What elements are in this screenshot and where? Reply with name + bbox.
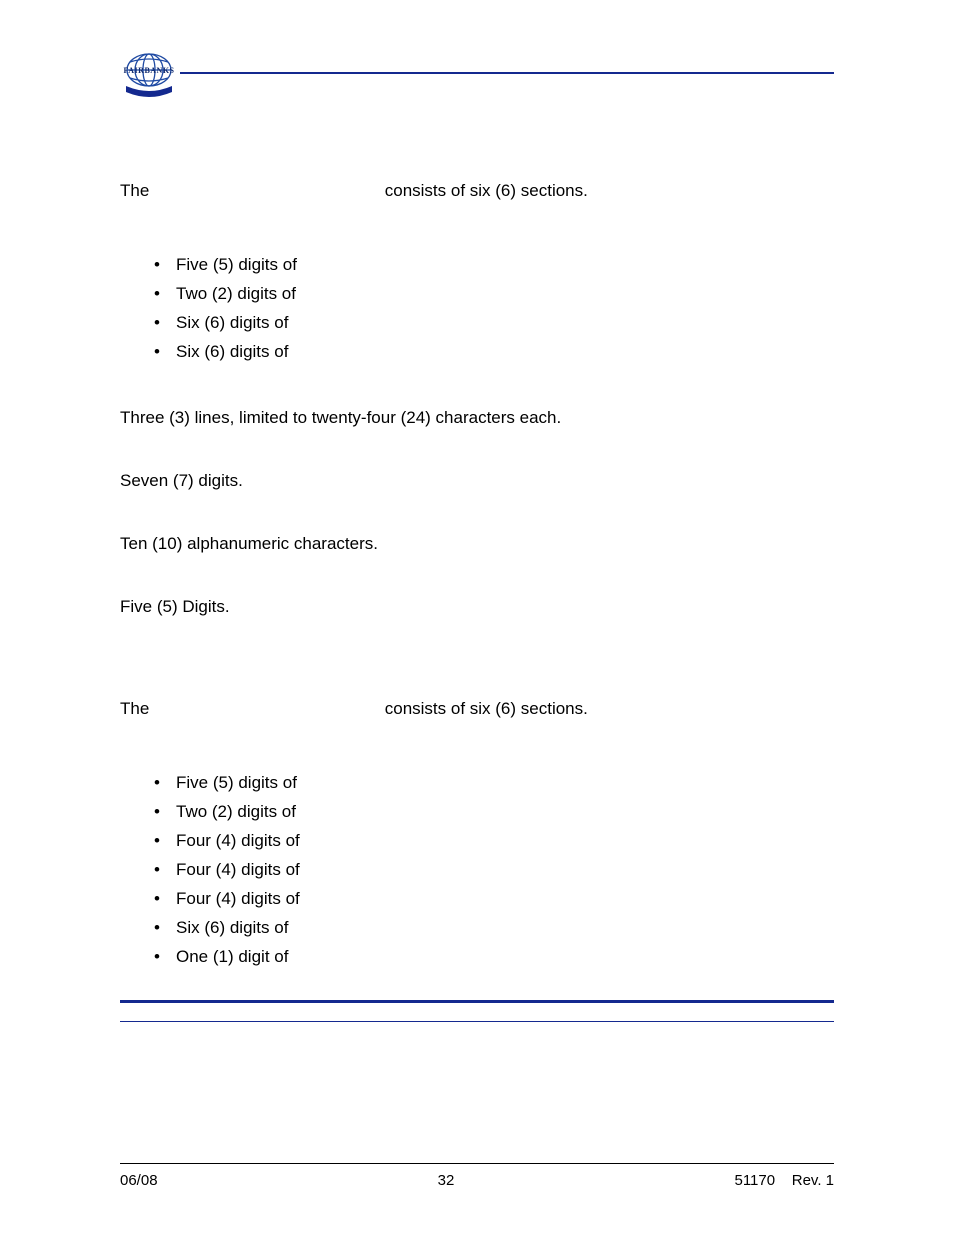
section1-p1: Three (3) lines, limited to twenty-four … xyxy=(120,407,834,430)
page-content: The consists of six (6) sections. Five (… xyxy=(120,100,834,1022)
bullet-text: One (1) digit of xyxy=(176,947,288,966)
bullet-text: Six (6) digits of xyxy=(176,918,288,937)
list-item: Two (2) digits of xyxy=(154,280,834,309)
list-item: Four (4) digits of xyxy=(154,827,834,856)
section2-intro-left: The xyxy=(120,698,380,721)
page: FAIRBANKS The consists of six (6) sectio… xyxy=(0,0,954,1235)
bullet-text: Four (4) digits of xyxy=(176,889,300,908)
section2-bullets: Five (5) digits of Two (2) digits of Fou… xyxy=(120,769,834,972)
bullet-text: Four (4) digits of xyxy=(176,831,300,850)
bullet-text: Five (5) digits of xyxy=(176,773,297,792)
list-item: Six (6) digits of xyxy=(154,338,834,367)
section2-intro: The consists of six (6) sections. xyxy=(120,698,834,721)
header-rule xyxy=(180,72,834,74)
section1-bullets: Five (5) digits of Two (2) digits of Six… xyxy=(120,251,834,367)
page-footer: 06/08 32 51170 Rev. 1 xyxy=(120,1163,834,1189)
footnote-rule xyxy=(120,1021,834,1022)
bullet-text: Four (4) digits of xyxy=(176,860,300,879)
brand-logo: FAIRBANKS xyxy=(120,50,178,100)
list-item: Five (5) digits of xyxy=(154,769,834,798)
bullet-text: Six (6) digits of xyxy=(176,342,288,361)
section1-intro: The consists of six (6) sections. xyxy=(120,180,834,203)
footer-center: 32 xyxy=(438,1172,455,1189)
list-item: Four (4) digits of xyxy=(154,856,834,885)
footer-left: 06/08 xyxy=(120,1172,158,1189)
page-header: FAIRBANKS xyxy=(120,50,834,100)
list-item: Six (6) digits of xyxy=(154,914,834,943)
bullet-text: Two (2) digits of xyxy=(176,284,296,303)
globe-icon xyxy=(120,50,178,100)
section1-p4: Five (5) Digits. xyxy=(120,596,834,619)
section1-intro-left: The xyxy=(120,180,380,203)
list-item: One (1) digit of xyxy=(154,943,834,972)
list-item: Six (6) digits of xyxy=(154,309,834,338)
bullet-text: Two (2) digits of xyxy=(176,802,296,821)
footnote-bar xyxy=(120,1000,834,1003)
list-item: Four (4) digits of xyxy=(154,885,834,914)
bullet-text: Five (5) digits of xyxy=(176,255,297,274)
footer-right: 51170 Rev. 1 xyxy=(734,1172,834,1189)
bullet-text: Six (6) digits of xyxy=(176,313,288,332)
section1-intro-right: consists of six (6) sections. xyxy=(385,181,588,200)
list-item: Two (2) digits of xyxy=(154,798,834,827)
section1-p3: Ten (10) alphanumeric characters. xyxy=(120,533,834,556)
brand-word: FAIRBANKS xyxy=(120,66,178,75)
section2-intro-right: consists of six (6) sections. xyxy=(385,699,588,718)
list-item: Five (5) digits of xyxy=(154,251,834,280)
section1-p2: Seven (7) digits. xyxy=(120,470,834,493)
